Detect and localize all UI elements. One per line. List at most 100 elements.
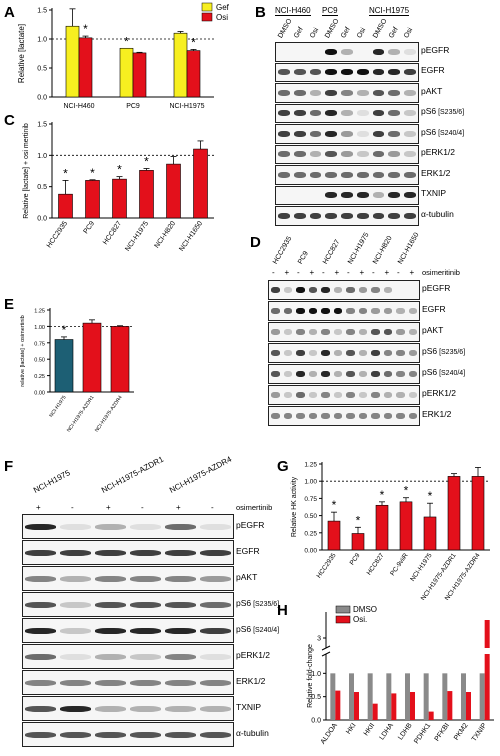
panel-g-significance-star: * <box>404 484 409 498</box>
panel-g-ytick-label: 0.75 <box>304 496 317 503</box>
panel-d-blot-row <box>268 385 420 405</box>
panel-c-bar <box>85 180 100 219</box>
panel-a-ytick-label: 0.5 <box>37 66 47 73</box>
panel-b-band <box>356 89 369 96</box>
panel-h-bar <box>391 693 397 720</box>
panel-d-treatment-sign: - <box>322 268 325 277</box>
panel-e-bar <box>54 339 74 393</box>
panel-d-band <box>358 287 367 293</box>
panel-d-band <box>358 392 367 398</box>
panel-c-bar <box>139 170 154 219</box>
panel-b-band <box>293 110 306 117</box>
panel-f-band <box>130 575 161 582</box>
panel-b-row-label: TXNIP <box>421 188 446 198</box>
panel-a-category-label: NCI-H460 <box>63 103 94 110</box>
panel-d-blot-row <box>268 406 420 426</box>
panel-f-letter: F <box>4 458 14 475</box>
panel-f-band <box>200 731 231 738</box>
panel-c-significance-star: * <box>117 163 122 177</box>
panel-b-band <box>309 110 322 117</box>
panel-a-bar <box>65 25 80 98</box>
panel-f-band <box>200 523 231 530</box>
panel-c-letter: C <box>4 112 15 129</box>
panel-c-significance-star: * <box>63 166 68 180</box>
panel-c-category-label: HCC2935 <box>46 220 69 249</box>
panel-d-band <box>371 350 380 356</box>
panel-d-band <box>371 308 380 314</box>
panel-d-band <box>408 350 417 356</box>
panel-h-category-label: PDHK1 <box>413 722 432 745</box>
panel-d-band <box>308 350 317 356</box>
panel-f-row-label-text: pAKT <box>236 571 258 582</box>
panel-c-ylabel: Relative [lactate] + osi mertinib <box>23 123 30 219</box>
panel-d-blot-row <box>268 343 420 363</box>
panel-b-row-label: pEGFR <box>421 45 449 55</box>
panel-b-row-label: ERK1/2 <box>421 168 450 178</box>
panel-d-cell-line: PC9 <box>297 250 310 266</box>
panel-f-band <box>130 523 161 530</box>
panel-b-band <box>372 69 385 76</box>
panel-h-category-label: PKM2 <box>453 722 470 742</box>
panel-c-bar <box>112 178 127 219</box>
panel-g-chart: 0.00 0.25 0.50 0.75 1.00 1.25 Relative HK acti… <box>291 462 490 600</box>
panel-d-band <box>383 350 392 356</box>
panel-f-band <box>60 601 91 608</box>
panel-b-band <box>404 48 416 55</box>
panel-b-band <box>341 212 353 219</box>
panel-d-band <box>271 413 280 419</box>
panel-d-band <box>371 371 380 377</box>
panel-f-row-label-text: EGFR <box>236 545 260 556</box>
panel-b-band <box>309 151 322 158</box>
panel-f-band <box>25 523 56 530</box>
panel-d-treatment-sign: + <box>359 268 365 277</box>
panel-d-band <box>408 308 417 314</box>
panel-c-chart: 0.0 0.5 1.0 1.5 Relative [lactate] + osi mer… <box>23 122 214 253</box>
panel-f-row-label: ERK1/2 <box>236 676 265 686</box>
panel-b-band <box>356 130 369 137</box>
panel-h-bar <box>335 690 341 720</box>
panel-b-band <box>372 212 385 219</box>
panel-h-bar <box>386 673 392 720</box>
panel-b-lane-label: DMSO <box>371 17 389 40</box>
panel-b-lane-label: DMSO <box>324 17 341 40</box>
panel-a-significance-star: * <box>191 35 196 49</box>
panel-b-band <box>309 69 322 76</box>
panel-b-band <box>309 212 322 219</box>
panel-h-bar <box>410 692 415 720</box>
panel-b-band <box>388 192 401 199</box>
panel-g-category-label: NCI-H1975 <box>409 552 434 583</box>
panel-b-band <box>404 110 416 117</box>
panel-a-category-label: PC9 <box>126 103 140 110</box>
panel-c-category-label: PC9 <box>83 220 97 235</box>
panel-f-band <box>95 627 126 634</box>
panel-d-treatment-label: osimeritinib <box>422 268 460 277</box>
panel-h-bar <box>405 673 410 720</box>
panel-b-band <box>372 151 385 158</box>
panel-b-band <box>356 212 369 219</box>
panel-d-row-label: pS6 [S235/6] <box>422 346 465 356</box>
panel-e-ylabel: relative [lactate] + osimertinib <box>20 315 26 386</box>
panel-f-row-label: pERK1/2 <box>236 650 270 660</box>
panel-d-band <box>408 329 417 335</box>
panel-b-cell-line: NCI-H460 <box>275 6 311 16</box>
panel-f-band <box>95 731 126 738</box>
panel-b-row-label-text: pEGFR <box>421 44 450 55</box>
panel-h-bar <box>479 673 485 720</box>
panel-f-band <box>130 731 161 738</box>
panel-d-row-label-suffix: [S240/4] <box>437 370 466 377</box>
panel-a-ytick-label: 1.5 <box>37 8 47 15</box>
panel-h-ytick-label: 1.0 <box>311 671 321 678</box>
panel-g-bar <box>471 476 485 551</box>
panel-b-band <box>356 69 369 76</box>
panel-d-band <box>333 413 342 419</box>
panel-f-band <box>130 549 161 556</box>
panel-g-significance-star: * <box>332 498 337 512</box>
panel-b-band <box>388 89 401 96</box>
panel-b-band <box>325 69 338 76</box>
panel-b-row-label-text: pAKT <box>421 85 443 96</box>
panel-b-band <box>341 151 353 158</box>
panel-d-treatment-sign: - <box>372 268 375 277</box>
panel-e-category-label: NCI-H1975-AZDR4 <box>94 395 124 434</box>
panel-d-band <box>308 287 317 293</box>
panel-b-band <box>404 212 416 219</box>
